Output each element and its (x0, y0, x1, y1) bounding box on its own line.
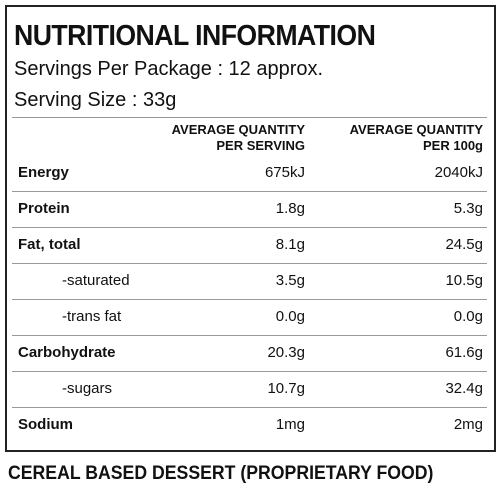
per-serving-value: 675kJ (264, 164, 305, 181)
per-serving-value: 8.1g (275, 236, 305, 253)
per-serving-value: 1mg (275, 416, 305, 433)
nutrient-label: Energy (18, 164, 69, 181)
per-serving-value: 1.8g (275, 200, 305, 217)
per-serving-value: 3.5g (275, 272, 305, 289)
per-serving-value: 10.7g (267, 380, 305, 397)
nutrient-label: Carbohydrate (18, 344, 116, 361)
title: NUTRITIONAL INFORMATION (14, 20, 376, 52)
row-divider (12, 299, 487, 300)
column-header-line: PER SERVING (216, 138, 305, 153)
per-100g-value: 10.5g (445, 272, 483, 289)
per-serving-value: 0.0g (275, 308, 305, 325)
sub-nutrient-label: -trans fat (62, 308, 122, 325)
row-divider (12, 191, 487, 192)
row-divider (12, 263, 487, 264)
nutrient-label: Sodium (18, 416, 73, 433)
label-border (5, 5, 496, 452)
sub-nutrient-label: -saturated (62, 272, 130, 289)
column-header: AVERAGE QUANTITY PER SERVING (172, 122, 305, 154)
column-header: AVERAGE QUANTITY PER 100g (350, 122, 483, 154)
per-100g-value: 24.5g (445, 236, 483, 253)
per-100g-value: 0.0g (453, 308, 483, 325)
per-100g-value: 61.6g (445, 344, 483, 361)
nutrient-label: Fat, total (18, 236, 81, 253)
column-header-line: AVERAGE QUANTITY (171, 122, 305, 137)
per-100g-value: 32.4g (445, 380, 483, 397)
servings-per-package: Servings Per Package : 12 approx. (14, 58, 324, 80)
divider (12, 117, 487, 118)
nutrient-label: Protein (18, 200, 70, 217)
serving-size: Serving Size : 33g (14, 89, 177, 111)
row-divider (12, 371, 487, 372)
footer: CEREAL BASED DESSERT (PROPRIETARY FOOD) (8, 463, 434, 484)
per-100g-value: 2mg (453, 416, 483, 433)
per-serving-value: 20.3g (267, 344, 305, 361)
column-header-line: PER 100g (423, 138, 483, 153)
row-divider (12, 227, 487, 228)
column-header-line: AVERAGE QUANTITY (349, 122, 483, 137)
per-100g-value: 5.3g (453, 200, 483, 217)
row-divider (12, 335, 487, 336)
sub-nutrient-label: -sugars (62, 380, 113, 397)
per-100g-value: 2040kJ (434, 164, 483, 181)
row-divider (12, 407, 487, 408)
